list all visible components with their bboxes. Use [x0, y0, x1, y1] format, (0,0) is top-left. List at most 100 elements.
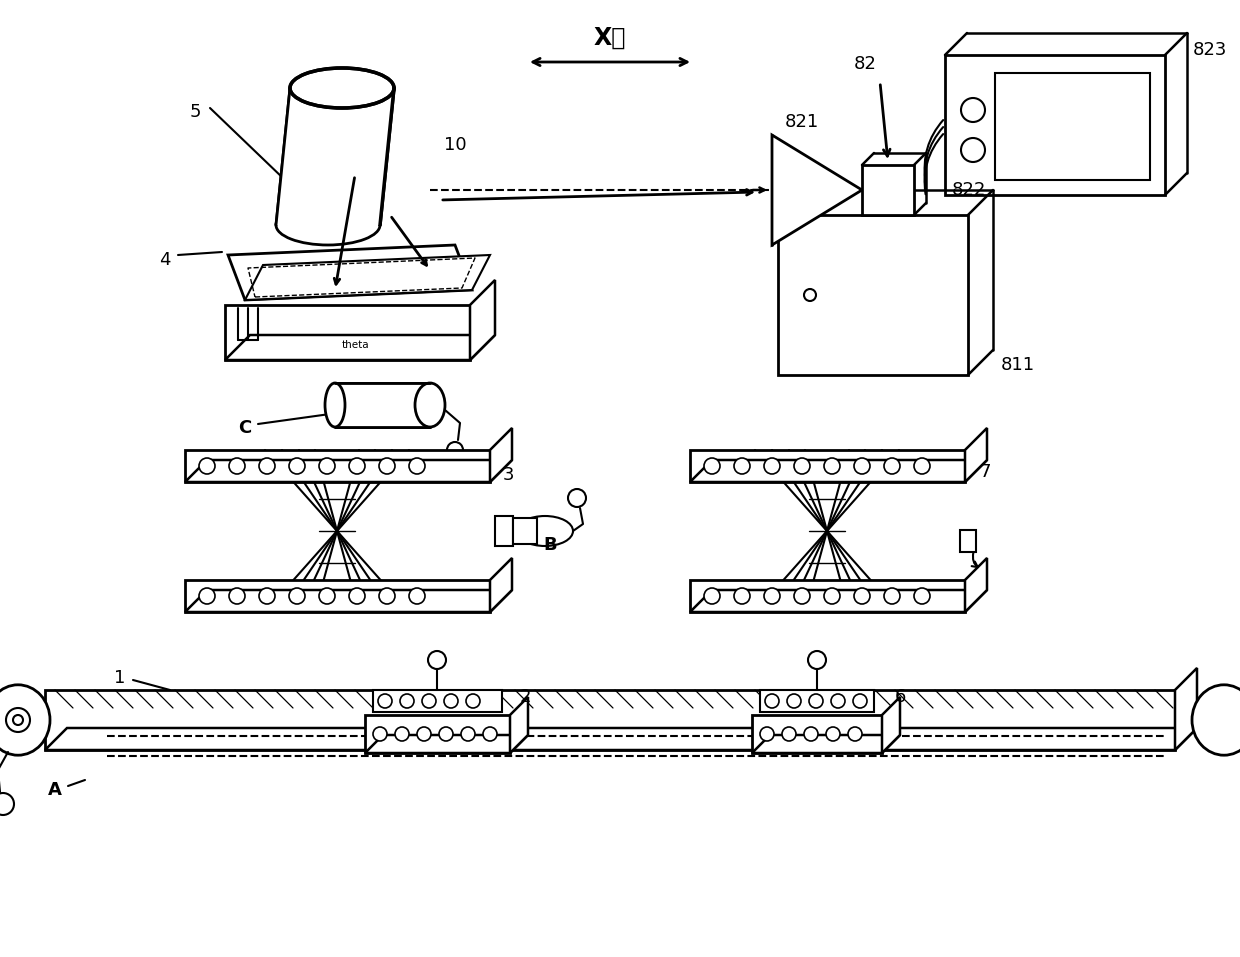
Circle shape [0, 793, 14, 815]
Text: 823: 823 [1193, 41, 1228, 59]
Text: 7: 7 [980, 463, 991, 481]
Circle shape [289, 588, 305, 604]
Ellipse shape [277, 205, 379, 245]
Circle shape [704, 588, 720, 604]
Ellipse shape [415, 383, 445, 427]
Text: 1: 1 [114, 669, 125, 687]
Polygon shape [365, 735, 528, 753]
Circle shape [428, 651, 446, 669]
Polygon shape [277, 88, 394, 225]
Polygon shape [751, 735, 900, 753]
Circle shape [764, 458, 780, 474]
Circle shape [348, 458, 365, 474]
Circle shape [854, 588, 870, 604]
Polygon shape [882, 697, 900, 753]
Circle shape [259, 588, 275, 604]
Circle shape [568, 489, 587, 507]
Polygon shape [510, 697, 528, 753]
Circle shape [229, 458, 246, 474]
Text: 821: 821 [785, 113, 820, 131]
Circle shape [804, 727, 818, 741]
Polygon shape [246, 255, 490, 300]
Circle shape [446, 442, 463, 458]
Circle shape [764, 588, 780, 604]
Circle shape [198, 588, 215, 604]
Polygon shape [689, 460, 987, 482]
Circle shape [259, 458, 275, 474]
Circle shape [6, 708, 30, 732]
Text: 82: 82 [853, 55, 877, 73]
Ellipse shape [290, 68, 394, 108]
Circle shape [848, 727, 862, 741]
Polygon shape [513, 518, 537, 544]
Circle shape [765, 694, 779, 708]
Circle shape [319, 458, 335, 474]
Ellipse shape [325, 383, 345, 427]
Polygon shape [490, 558, 512, 612]
Circle shape [12, 715, 24, 725]
Circle shape [961, 138, 985, 162]
Circle shape [461, 727, 475, 741]
Text: A: A [48, 781, 62, 799]
Ellipse shape [517, 516, 573, 546]
Circle shape [734, 588, 750, 604]
Text: 10: 10 [444, 136, 466, 154]
Circle shape [825, 588, 839, 604]
Circle shape [853, 694, 867, 708]
Text: 2: 2 [520, 688, 531, 706]
Circle shape [417, 727, 432, 741]
Polygon shape [228, 245, 472, 300]
Circle shape [760, 727, 774, 741]
Text: 5: 5 [190, 103, 201, 121]
Text: 811: 811 [1001, 356, 1035, 374]
Circle shape [808, 694, 823, 708]
Polygon shape [773, 135, 862, 245]
Polygon shape [960, 530, 976, 552]
Circle shape [808, 651, 826, 669]
Polygon shape [45, 728, 1197, 750]
Circle shape [348, 588, 365, 604]
Polygon shape [965, 428, 987, 482]
Circle shape [422, 694, 436, 708]
Ellipse shape [1192, 685, 1240, 755]
Polygon shape [490, 428, 512, 482]
Circle shape [804, 289, 816, 301]
Circle shape [825, 458, 839, 474]
Polygon shape [45, 690, 1176, 750]
Text: 3: 3 [502, 466, 513, 484]
Text: 4: 4 [159, 251, 171, 269]
Polygon shape [185, 450, 490, 482]
Polygon shape [994, 73, 1149, 180]
Circle shape [409, 588, 425, 604]
Circle shape [484, 727, 497, 741]
Circle shape [787, 694, 801, 708]
Polygon shape [185, 580, 490, 612]
Circle shape [409, 458, 425, 474]
Circle shape [704, 458, 720, 474]
Polygon shape [945, 55, 1166, 195]
Ellipse shape [0, 685, 50, 755]
Circle shape [734, 458, 750, 474]
Circle shape [378, 694, 392, 708]
Polygon shape [470, 280, 495, 360]
Polygon shape [862, 165, 914, 215]
Polygon shape [965, 558, 987, 612]
Circle shape [373, 727, 387, 741]
Circle shape [289, 458, 305, 474]
Polygon shape [365, 715, 510, 753]
Circle shape [884, 588, 900, 604]
Polygon shape [689, 450, 965, 482]
Circle shape [444, 694, 458, 708]
Circle shape [782, 727, 796, 741]
Polygon shape [777, 215, 968, 375]
Circle shape [396, 727, 409, 741]
Circle shape [401, 694, 414, 708]
Polygon shape [373, 690, 502, 712]
Circle shape [961, 98, 985, 122]
Circle shape [884, 458, 900, 474]
Circle shape [831, 694, 844, 708]
Circle shape [379, 588, 396, 604]
Circle shape [198, 458, 215, 474]
Circle shape [379, 458, 396, 474]
Polygon shape [335, 383, 430, 427]
